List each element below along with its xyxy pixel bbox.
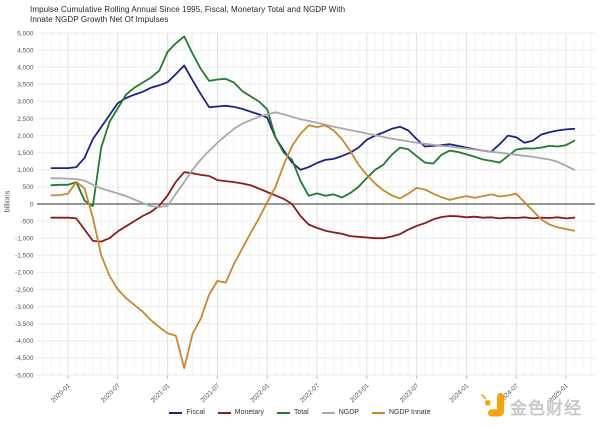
legend-swatch bbox=[321, 411, 335, 414]
chart-title-line1: Impulse Cumulative Rolling Annual Since … bbox=[30, 5, 346, 14]
y-tick-label: -1,000 bbox=[15, 236, 34, 243]
x-tick-label: 2020-01 bbox=[50, 382, 72, 404]
legend-label: Total bbox=[293, 409, 309, 416]
legend-item-monetary: Monetary bbox=[217, 409, 264, 416]
legend-label: NGDP Innate bbox=[388, 409, 431, 416]
chart-title: Impulse Cumulative Rolling Annual Since … bbox=[30, 5, 570, 25]
watermark: 金色财经 bbox=[481, 393, 582, 419]
legend-label: NGDP bbox=[338, 409, 359, 416]
y-tick-label: 4,000 bbox=[17, 65, 34, 72]
y-tick-label: 1,500 bbox=[17, 150, 34, 157]
y-tick-label: -5,000 bbox=[15, 372, 34, 379]
series-line-fiscal bbox=[50, 64, 576, 171]
y-tick-label: 5,000 bbox=[17, 30, 34, 37]
legend-label: Fiscal bbox=[186, 409, 205, 416]
y-tick-label: -2,000 bbox=[15, 270, 34, 277]
x-tick-label: 2020-07 bbox=[100, 382, 122, 404]
y-tick-label: -4,000 bbox=[15, 338, 34, 345]
series-line-ngdp bbox=[50, 111, 576, 209]
y-tick-label: 3,500 bbox=[17, 82, 34, 89]
x-tick-label: 2023-07 bbox=[399, 382, 421, 404]
y-tick-label: -4,500 bbox=[15, 355, 34, 362]
watermark-brand-text: 金色财经 bbox=[510, 398, 582, 418]
x-tick-label: 2021-01 bbox=[150, 382, 172, 404]
jinse-logo-icon bbox=[481, 393, 505, 417]
legend-swatch bbox=[276, 411, 290, 414]
y-tick-label: 3,000 bbox=[17, 99, 34, 106]
y-tick-label: 2,500 bbox=[17, 116, 34, 123]
y-tick-label: -500 bbox=[20, 218, 33, 225]
legend-item-fiscal: Fiscal bbox=[169, 409, 205, 416]
y-tick-label: 0 bbox=[30, 201, 34, 208]
y-tick-label: 500 bbox=[23, 184, 34, 191]
legend-swatch bbox=[371, 411, 385, 414]
x-tick-label: 2021-07 bbox=[199, 382, 221, 404]
legend-item-total: Total bbox=[276, 409, 309, 416]
series-line-monetary bbox=[50, 171, 576, 243]
legend-label: Monetary bbox=[234, 409, 264, 416]
y-tick-label: 4,500 bbox=[17, 47, 34, 54]
legend-item-ngdp: NGDP bbox=[321, 409, 359, 416]
x-tick-label: 2023-01 bbox=[349, 382, 371, 404]
x-tick-label: 2024-01 bbox=[448, 382, 470, 404]
chart-legend: Fiscal Monetary Total NGDP NGDP Innate bbox=[0, 409, 600, 416]
y-tick-label: -3,000 bbox=[15, 304, 34, 311]
x-tick-label: 2022-07 bbox=[299, 382, 321, 404]
legend-swatch bbox=[169, 411, 183, 414]
y-tick-label: 1,000 bbox=[17, 167, 34, 174]
y-tick-label: -1,500 bbox=[15, 253, 34, 260]
y-tick-label: 2,000 bbox=[17, 133, 34, 140]
series-line-total bbox=[50, 35, 576, 208]
y-tick-label: -2,500 bbox=[15, 287, 34, 294]
chart-title-line2: Innate NGDP Growth Net Of Impulses bbox=[30, 15, 169, 24]
legend-item-ngdp-innate: NGDP Innate bbox=[371, 409, 431, 416]
y-tick-label: -3,500 bbox=[15, 321, 34, 328]
x-tick-label: 2022-01 bbox=[249, 382, 271, 404]
legend-swatch bbox=[217, 411, 231, 414]
series-line-ngdp-innate bbox=[50, 124, 576, 370]
